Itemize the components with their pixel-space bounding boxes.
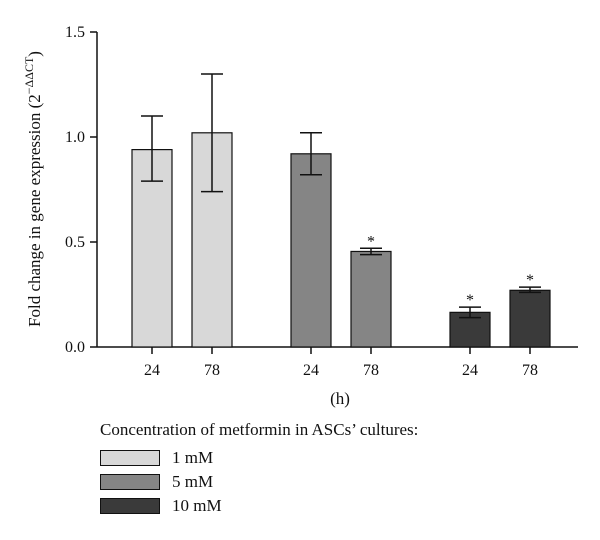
legend-swatch bbox=[100, 450, 160, 466]
significance-marker: * bbox=[367, 233, 375, 250]
bar bbox=[509, 289, 551, 348]
legend: Concentration of metformin in ASCs’ cult… bbox=[100, 420, 418, 518]
x-axis-label: (h) bbox=[330, 389, 350, 408]
legend-item-1mm: 1 mM bbox=[100, 446, 418, 470]
y-tick-label: 0.5 bbox=[65, 234, 85, 251]
x-tick-label: 24 bbox=[144, 362, 160, 379]
significance-marker: * bbox=[466, 292, 474, 309]
legend-label: 1 mM bbox=[172, 448, 214, 467]
legend-item-10mm: 10 mM bbox=[100, 494, 418, 518]
y-tick-label: 1.5 bbox=[65, 24, 85, 41]
y-tick-label: 0.0 bbox=[65, 339, 85, 356]
significance-marker: * bbox=[526, 272, 534, 289]
x-tick-label: 78 bbox=[522, 362, 538, 379]
y-axis-label: Fold change in gene expression (2−ΔΔCT) bbox=[22, 51, 44, 327]
legend-swatch bbox=[100, 474, 160, 490]
x-tick-label: 24 bbox=[462, 362, 478, 379]
legend-swatch bbox=[100, 498, 160, 514]
x-tick-label: 78 bbox=[204, 362, 220, 379]
bars: * * * bbox=[131, 73, 551, 348]
axes: 0.0 0.5 1.0 1.5 24 78 24 78 24 78 bbox=[65, 24, 578, 379]
legend-label: 10 mM bbox=[172, 496, 222, 515]
bar-chart: 0.0 0.5 1.0 1.5 24 78 24 78 24 78 * * * Fold change… bbox=[22, 24, 578, 408]
bar bbox=[290, 153, 332, 348]
bar bbox=[350, 250, 392, 348]
legend-label: 5 mM bbox=[172, 472, 214, 491]
y-tick-label: 1.0 bbox=[65, 129, 85, 146]
legend-title: Concentration of metformin in ASCs’ cult… bbox=[100, 420, 419, 439]
x-tick-label: 78 bbox=[363, 362, 379, 379]
bar bbox=[131, 149, 173, 348]
legend-item-5mm: 5 mM bbox=[100, 470, 418, 494]
x-tick-label: 24 bbox=[303, 362, 319, 379]
